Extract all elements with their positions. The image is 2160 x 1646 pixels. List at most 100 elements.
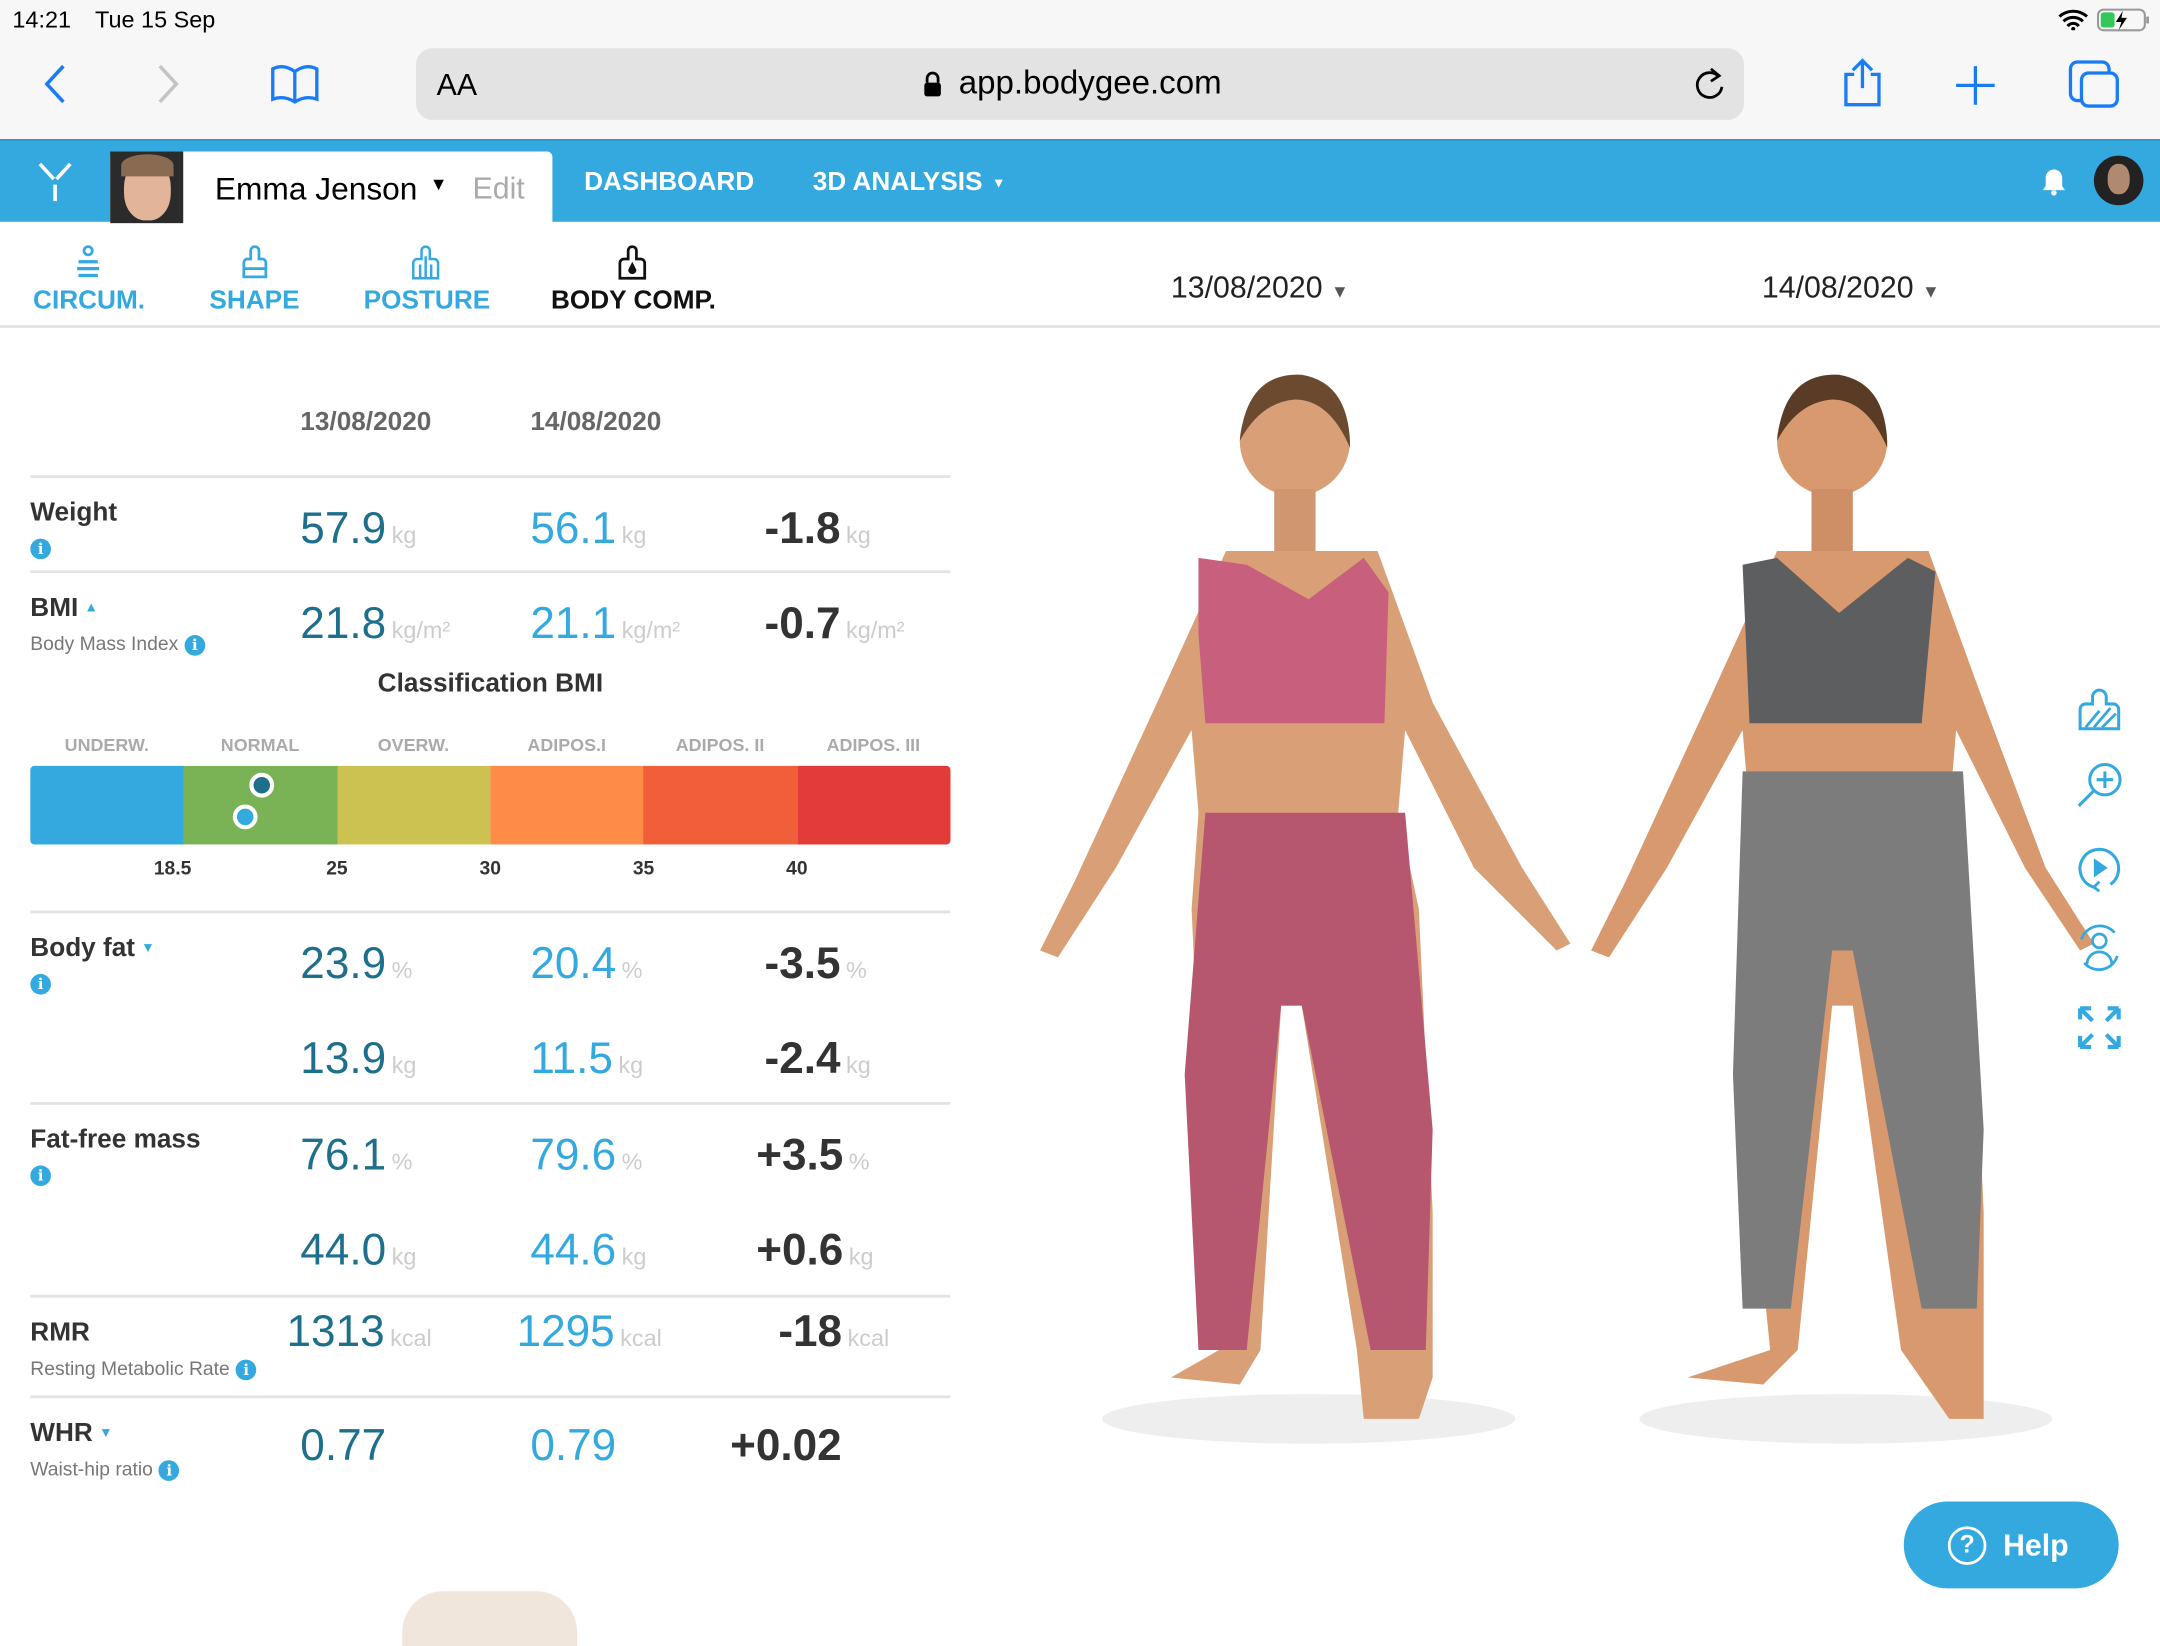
tabs-icon[interactable] [2066, 58, 2121, 110]
metric-name: Weight [30, 498, 118, 528]
info-icon[interactable]: i [30, 538, 51, 560]
info-icon[interactable]: i [30, 973, 51, 995]
info-icon[interactable]: i [235, 1359, 257, 1381]
back-icon[interactable] [41, 63, 69, 104]
body-model-2[interactable] [1570, 358, 2121, 1460]
info-icon[interactable]: i [30, 1165, 51, 1187]
unit: kcal [847, 1325, 890, 1352]
value-date-1: 57.9 kg [300, 503, 416, 554]
row-divider [30, 570, 951, 574]
value-date-2: 44.6 kg [530, 1225, 646, 1276]
value: -0.7 [764, 597, 841, 648]
tab-circum[interactable]: CIRCUM. [33, 286, 146, 316]
metric-name: RMR [30, 1318, 90, 1348]
edit-button[interactable]: Edit [472, 170, 525, 206]
caret-down-icon: ▼ [1922, 281, 1940, 302]
unit: % [846, 957, 867, 984]
body-comp-icon [618, 245, 647, 280]
caret-up-icon[interactable]: ▲ [84, 600, 99, 616]
bookmarks-icon[interactable] [270, 63, 320, 104]
unit: kg [391, 1052, 417, 1079]
tab-posture[interactable]: POSTURE [363, 286, 491, 316]
bmi-marker [232, 804, 258, 830]
unit: kg [848, 1243, 874, 1271]
value-difference: -2.4 kg [765, 1033, 871, 1084]
wifi-icon [2058, 9, 2088, 31]
bmi-classification-title: Classification BMI [377, 669, 604, 699]
value-difference: +3.5% [756, 1130, 869, 1181]
partial-button[interactable] [402, 1591, 578, 1646]
metric-name: Fat-free mass [30, 1125, 201, 1155]
value: 79.6 [530, 1129, 617, 1180]
help-button[interactable]: ? Help [1903, 1501, 2119, 1589]
tab-shape[interactable]: SHAPE [209, 286, 300, 316]
nav-3d-analysis[interactable]: 3D ANALYSIS [812, 168, 983, 197]
new-tab-icon[interactable] [1953, 63, 1997, 107]
url-text: app.bodygee.com [958, 64, 1222, 102]
unit: kg [846, 522, 871, 549]
metric-label: Body fat ▼ i [30, 934, 278, 997]
forward-icon[interactable] [154, 63, 182, 104]
unit: kg [391, 1243, 417, 1271]
value-difference: +0.02 [730, 1420, 842, 1471]
body-overlay-icon[interactable] [2075, 686, 2125, 736]
value-date-2: 0.79 [530, 1420, 616, 1471]
info-icon[interactable]: i [158, 1460, 180, 1481]
unit: % [391, 1148, 413, 1176]
value: 21.1 [530, 597, 617, 648]
row-divider [30, 910, 951, 914]
address-bar[interactable]: AA app.bodygee.com [416, 48, 1744, 120]
value-date-2: 21.1 kg/m² [530, 598, 680, 649]
unit: kcal [390, 1325, 432, 1352]
date-selector-value: 13/08/2020 [1170, 269, 1323, 305]
user-name: Emma Jenson [214, 170, 418, 207]
date-selector-2[interactable]: 14/08/2020 ▼ [1762, 270, 1940, 306]
metric-name: BMI [30, 593, 79, 623]
value: 56.1 [530, 502, 617, 553]
metric-description: Waist-hip ratio [30, 1457, 153, 1480]
value-difference: -18 kcal [778, 1306, 889, 1357]
help-icon: ? [1947, 1526, 1987, 1565]
metric-description: Resting Metabolic Rate [30, 1356, 230, 1379]
value-date-2: 1295 kcal [517, 1306, 662, 1357]
bmi-category-label: OVERW. [377, 734, 450, 755]
row-divider [30, 1395, 951, 1399]
value: 23.9 [300, 938, 387, 988]
bell-icon[interactable] [2042, 168, 2067, 196]
fullscreen-icon[interactable] [2075, 1003, 2125, 1053]
account-avatar[interactable] [2093, 155, 2144, 206]
bmi-tick-label: 25 [326, 856, 348, 879]
caret-down-icon[interactable]: ▼ [141, 940, 155, 957]
caret-down-icon[interactable]: ▼ [429, 173, 448, 195]
bmi-segment [490, 765, 645, 845]
value-difference: -3.5% [765, 938, 867, 989]
share-icon[interactable] [1840, 58, 1884, 108]
value-date-1: 21.8 kg/m² [300, 598, 450, 649]
bmi-segment [796, 765, 951, 845]
text-size-button[interactable]: AA [436, 67, 478, 102]
bmi-category-label: NORMAL [220, 734, 300, 755]
info-icon[interactable]: i [184, 635, 206, 656]
value: 57.9 [300, 502, 387, 553]
user-selector[interactable]: Emma Jenson ▼ Edit [110, 151, 553, 224]
reload-icon[interactable] [1692, 65, 1728, 104]
value: 1313 [286, 1305, 385, 1356]
rotate-person-icon[interactable] [2075, 923, 2125, 973]
circumference-icon [77, 245, 100, 278]
bmi-category-label: ADIPOS. II [675, 734, 765, 755]
tab-body-comp[interactable]: BODY COMP. [551, 286, 716, 316]
body-model-1[interactable] [1019, 358, 1598, 1460]
zoom-in-icon[interactable] [2075, 760, 2125, 810]
bmi-marker [249, 772, 274, 798]
unit: kcal [620, 1325, 662, 1352]
caret-down-icon[interactable]: ▼ [98, 1425, 113, 1441]
value-date-1: 23.9% [300, 938, 412, 989]
play-rotation-icon[interactable] [2075, 843, 2125, 893]
date-selector-1[interactable]: 13/08/2020 ▼ [1171, 270, 1349, 306]
unit: kg/m² [846, 617, 905, 644]
value-difference: -1.8 kg [765, 503, 871, 554]
bodygee-logo[interactable] [36, 160, 75, 204]
lock-icon [924, 71, 941, 97]
value-date-2: 11.5 kg [530, 1033, 643, 1084]
nav-dashboard[interactable]: DASHBOARD [584, 168, 755, 197]
